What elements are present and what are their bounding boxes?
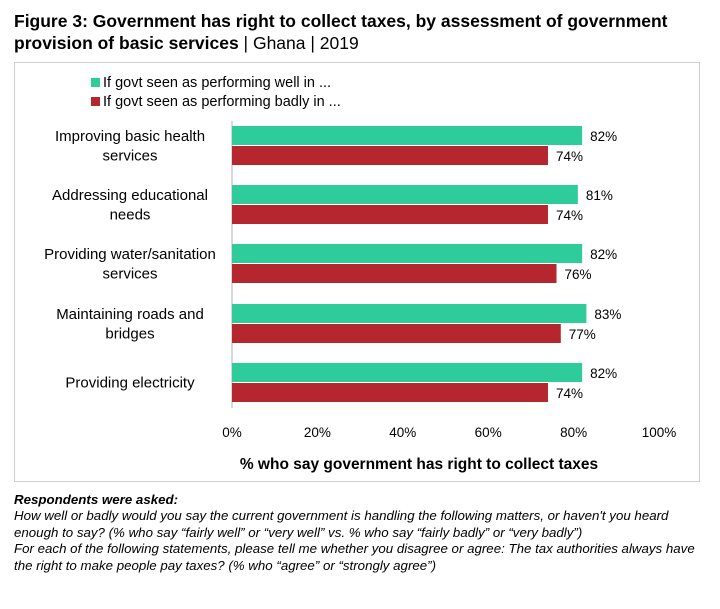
- data-label-badly-2: 74%: [556, 208, 583, 223]
- bar-chart: If govt seen as performing well in ... If…: [44, 75, 677, 473]
- data-label-badly-5: 74%: [556, 386, 583, 401]
- category-label-1: Improving basic health services: [55, 128, 205, 165]
- legend-label-1: If govt seen as performing well in ...: [103, 75, 331, 91]
- survey-notes: Respondents were asked: How well or badl…: [14, 492, 714, 574]
- bar-well-3: [232, 244, 583, 263]
- x-tick-label-6: 100%: [642, 425, 677, 440]
- category-label-5: Providing electricity: [65, 375, 195, 392]
- bar-badly-1: [232, 146, 548, 165]
- data-label-badly-4: 77%: [569, 327, 596, 342]
- notes-question-1: How well or badly would you say the curr…: [14, 508, 669, 540]
- bar-well-4: [232, 304, 587, 323]
- legend-swatch-1: [91, 78, 100, 87]
- category-label-3: Providing water/sanitation services: [44, 246, 216, 283]
- bar-badly-3: [232, 264, 557, 283]
- data-label-well-2: 81%: [586, 188, 613, 203]
- x-tick-label-4: 60%: [475, 425, 502, 440]
- bar-well-5: [232, 363, 583, 382]
- data-label-well-3: 82%: [590, 247, 617, 262]
- x-axis-label: % who say government has right to collec…: [240, 456, 598, 473]
- chart-frame: If govt seen as performing well in ... If…: [14, 62, 700, 482]
- bar-badly-4: [232, 324, 561, 343]
- legend-swatch-2: [91, 97, 100, 106]
- data-label-badly-1: 74%: [556, 149, 583, 164]
- notes-heading: Respondents were asked:: [14, 492, 179, 507]
- chart-title-main: Figure 3: Government has right to collec…: [14, 11, 668, 53]
- bar-badly-5: [232, 383, 548, 402]
- data-label-well-4: 83%: [594, 307, 621, 322]
- data-label-badly-3: 76%: [565, 267, 592, 282]
- x-tick-label-1: 0%: [222, 425, 242, 440]
- x-tick-label-5: 80%: [560, 425, 587, 440]
- chart-title-sub: | Ghana | 2019: [238, 33, 359, 53]
- notes-question-2: For each of the following statements, pl…: [14, 541, 695, 573]
- data-label-well-1: 82%: [590, 129, 617, 144]
- category-label-4: Maintaining roads and bridges: [56, 306, 204, 343]
- data-label-well-5: 82%: [590, 366, 617, 381]
- legend-label-2: If govt seen as performing badly in ...: [103, 94, 341, 110]
- x-tick-label-2: 20%: [304, 425, 331, 440]
- chart-title: Figure 3: Government has right to collec…: [14, 10, 710, 54]
- category-label-2: Addressing educational needs: [52, 187, 208, 224]
- bar-badly-2: [232, 205, 548, 224]
- bar-well-1: [232, 126, 583, 145]
- x-tick-label-3: 40%: [389, 425, 416, 440]
- bar-well-2: [232, 185, 578, 204]
